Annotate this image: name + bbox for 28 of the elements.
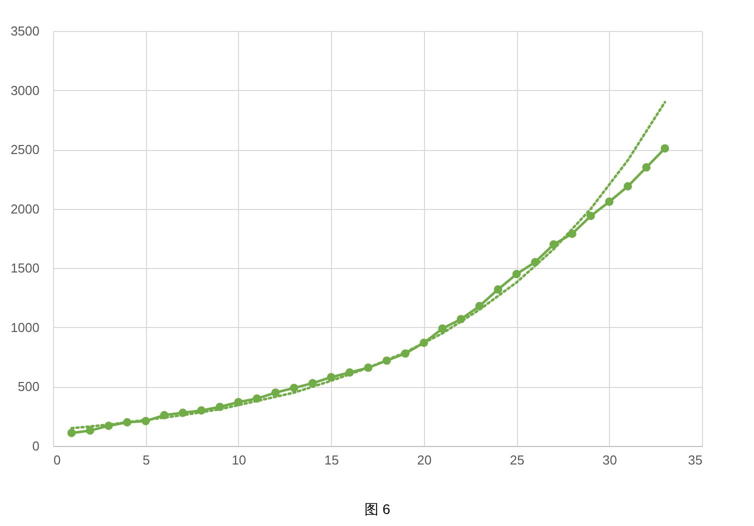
y-tick-label: 3000 <box>10 82 40 98</box>
y-tick-label: 1500 <box>10 260 40 276</box>
point <box>67 428 76 438</box>
y-tick-label: 3500 <box>10 24 40 38</box>
point <box>624 182 632 191</box>
x-tick-label: 20 <box>417 452 432 468</box>
point <box>271 388 280 397</box>
point <box>512 270 521 278</box>
x-tick-label: 10 <box>232 452 246 468</box>
y-tick-label: 2500 <box>10 142 40 158</box>
y-tick-label: 500 <box>18 379 40 394</box>
x-tick-label: 0 <box>54 452 61 468</box>
point <box>438 324 447 333</box>
y-tick-label: 1000 <box>10 320 40 335</box>
x-tick-label: 5 <box>142 452 150 468</box>
point <box>642 163 651 172</box>
caption: 图 6 <box>364 501 391 517</box>
x-tick-label: 25 <box>510 452 524 468</box>
point <box>605 198 614 206</box>
y-tick-label: 0 <box>32 438 40 454</box>
x-tick-label: 35 <box>688 452 702 468</box>
x-tick-label: 15 <box>324 452 339 468</box>
x-tick-label: 30 <box>602 452 618 468</box>
point <box>660 144 670 153</box>
point <box>290 384 298 392</box>
point <box>586 212 595 220</box>
point <box>494 285 502 294</box>
y-tick-label: 2000 <box>10 201 40 216</box>
